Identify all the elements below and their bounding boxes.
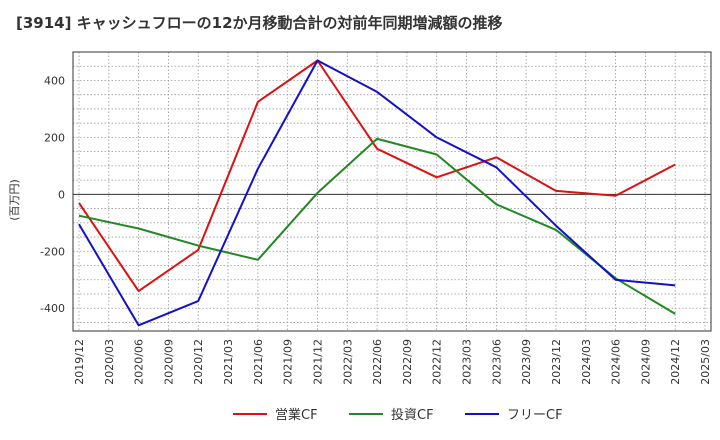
series-line-投資CF — [78, 137, 676, 315]
y-tick-label: 400 — [44, 74, 65, 87]
y-axis-label: (百万円) — [8, 179, 21, 221]
plot-frame — [72, 51, 712, 332]
x-tick-label: 2022/06 — [371, 339, 384, 385]
chart-title: [3914] キャッシュフローの12か月移動合計の対前年同期増減額の推移 — [16, 14, 503, 32]
axes — [72, 51, 712, 332]
x-tick-label: 2021/12 — [311, 339, 324, 385]
x-tick-label: 2023/06 — [490, 339, 503, 385]
x-tick-label: 2021/09 — [282, 339, 295, 385]
x-tick-label: 2023/12 — [550, 339, 563, 385]
x-tick-label: 2024/12 — [669, 339, 682, 385]
y-tick-labels: -400 -200 0 200 400 — [40, 74, 65, 315]
x-tick-label: 2024/03 — [580, 339, 593, 385]
x-tick-label: 2024/06 — [610, 339, 623, 385]
y-tick-label: -200 — [40, 245, 65, 258]
x-tick-label: 2019/12 — [73, 339, 86, 385]
x-tick-label: 2022/03 — [341, 339, 354, 385]
x-tick-label: 2021/06 — [252, 339, 265, 385]
x-tick-label: 2023/03 — [461, 339, 474, 385]
x-tick-label: 2022/09 — [401, 339, 414, 385]
legend: 営業CF 投資CF フリーCF — [233, 407, 563, 423]
series-line-営業CF — [78, 59, 676, 293]
x-tick-label: 2025/03 — [699, 339, 712, 385]
y-tick-label: 0 — [58, 188, 65, 201]
x-tick-label: 2022/12 — [431, 339, 444, 385]
legend-label: 投資CF — [391, 407, 434, 423]
y-tick-label: 200 — [44, 131, 65, 144]
series-line-フリーCF — [78, 59, 676, 327]
x-tick-label: 2020/09 — [162, 339, 175, 385]
y-tick-label: -400 — [40, 302, 65, 315]
x-tick-label: 2020/03 — [103, 339, 116, 385]
x-tick-label: 2020/06 — [133, 339, 146, 385]
x-tick-label: 2021/03 — [222, 339, 235, 385]
legend-label: フリーCF — [507, 408, 563, 423]
x-tick-labels: 2019/12 2020/03 2020/06 2020/09 2020/12 2021/… — [73, 339, 712, 385]
series-lines — [78, 59, 676, 327]
x-tick-label: 2023/09 — [520, 339, 533, 385]
legend-label: 営業CF — [275, 407, 318, 423]
x-tick-label: 2024/09 — [639, 339, 652, 385]
grid-lines — [73, 51, 711, 331]
x-tick-label: 2020/12 — [192, 339, 205, 385]
